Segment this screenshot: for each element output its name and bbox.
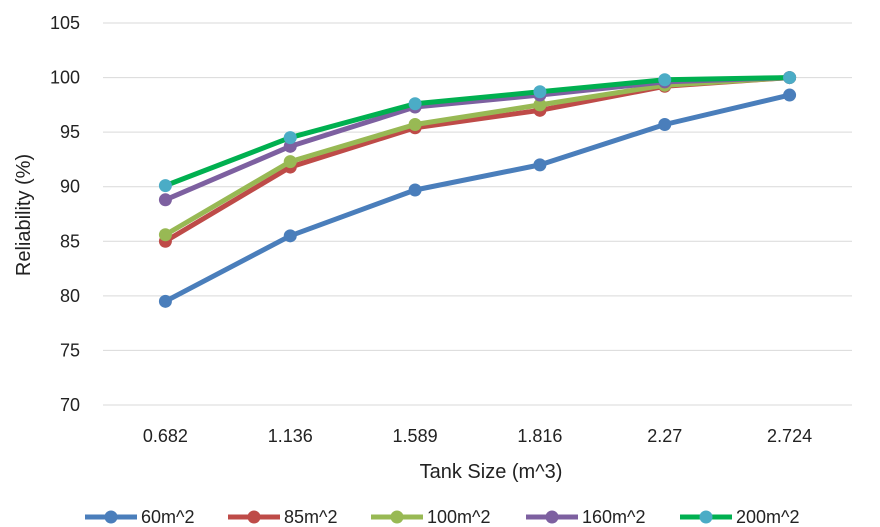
x-tick-label: 2.724 xyxy=(767,426,812,446)
x-tick-label: 0.682 xyxy=(143,426,188,446)
data-point xyxy=(283,131,297,145)
y-tick-label: 95 xyxy=(60,122,80,142)
legend-item: 100m^2 xyxy=(371,507,490,527)
y-tick-label: 100 xyxy=(50,68,80,88)
y-tick-label: 90 xyxy=(60,177,80,197)
y-tick-label: 70 xyxy=(60,395,80,415)
x-tick-label: 1.589 xyxy=(393,426,438,446)
y-tick-label: 85 xyxy=(60,231,80,251)
data-point xyxy=(158,228,172,242)
x-tick-label: 1.136 xyxy=(268,426,313,446)
legend-item: 85m^2 xyxy=(228,507,337,527)
data-point xyxy=(283,229,297,243)
x-tick-label: 2.27 xyxy=(647,426,682,446)
data-point xyxy=(283,155,297,169)
legend-label: 85m^2 xyxy=(284,507,337,527)
legend-swatch-marker xyxy=(699,510,713,524)
series-line xyxy=(162,75,793,189)
legend-item: 60m^2 xyxy=(85,507,194,527)
data-point xyxy=(533,85,547,99)
data-point xyxy=(533,158,547,172)
data-point xyxy=(658,118,672,132)
x-axis-ticks: 0.682 1.136 1.589 1.816 2.27 2.724 xyxy=(143,426,812,446)
data-point xyxy=(408,183,422,197)
data-point xyxy=(158,294,172,308)
x-axis-title: Tank Size (m^3) xyxy=(420,461,563,483)
series-group xyxy=(158,71,797,308)
data-point xyxy=(158,179,172,193)
legend-swatch-marker xyxy=(104,510,118,524)
legend-swatch-marker xyxy=(247,510,261,524)
y-axis-title: Reliability (%) xyxy=(13,154,35,276)
data-point xyxy=(408,118,422,132)
legend-item: 200m^2 xyxy=(680,507,799,527)
legend-swatch-marker xyxy=(545,510,559,524)
y-tick-label: 80 xyxy=(60,286,80,306)
x-tick-label: 1.816 xyxy=(517,426,562,446)
legend-label: 100m^2 xyxy=(427,507,490,527)
data-point xyxy=(158,193,172,207)
data-point xyxy=(783,71,797,85)
data-point xyxy=(783,88,797,102)
series-60m^2 xyxy=(158,88,797,308)
y-axis-ticks: 70 75 80 85 90 95 100 105 xyxy=(50,13,80,415)
gridlines xyxy=(103,22,852,406)
data-point xyxy=(533,98,547,112)
y-tick-label: 105 xyxy=(50,13,80,33)
legend-item: 160m^2 xyxy=(526,507,645,527)
series-200m^2 xyxy=(158,71,797,193)
y-tick-label: 75 xyxy=(60,340,80,360)
data-point xyxy=(408,97,422,111)
legend-label: 160m^2 xyxy=(582,507,645,527)
legend: 60m^2 85m^2 100m^2 160m^2 200m^2 xyxy=(85,507,799,527)
series-line xyxy=(162,75,793,238)
legend-swatch-marker xyxy=(390,510,404,524)
data-point xyxy=(658,73,672,87)
series-line xyxy=(162,92,793,304)
legend-label: 60m^2 xyxy=(141,507,194,527)
legend-label: 200m^2 xyxy=(736,507,799,527)
